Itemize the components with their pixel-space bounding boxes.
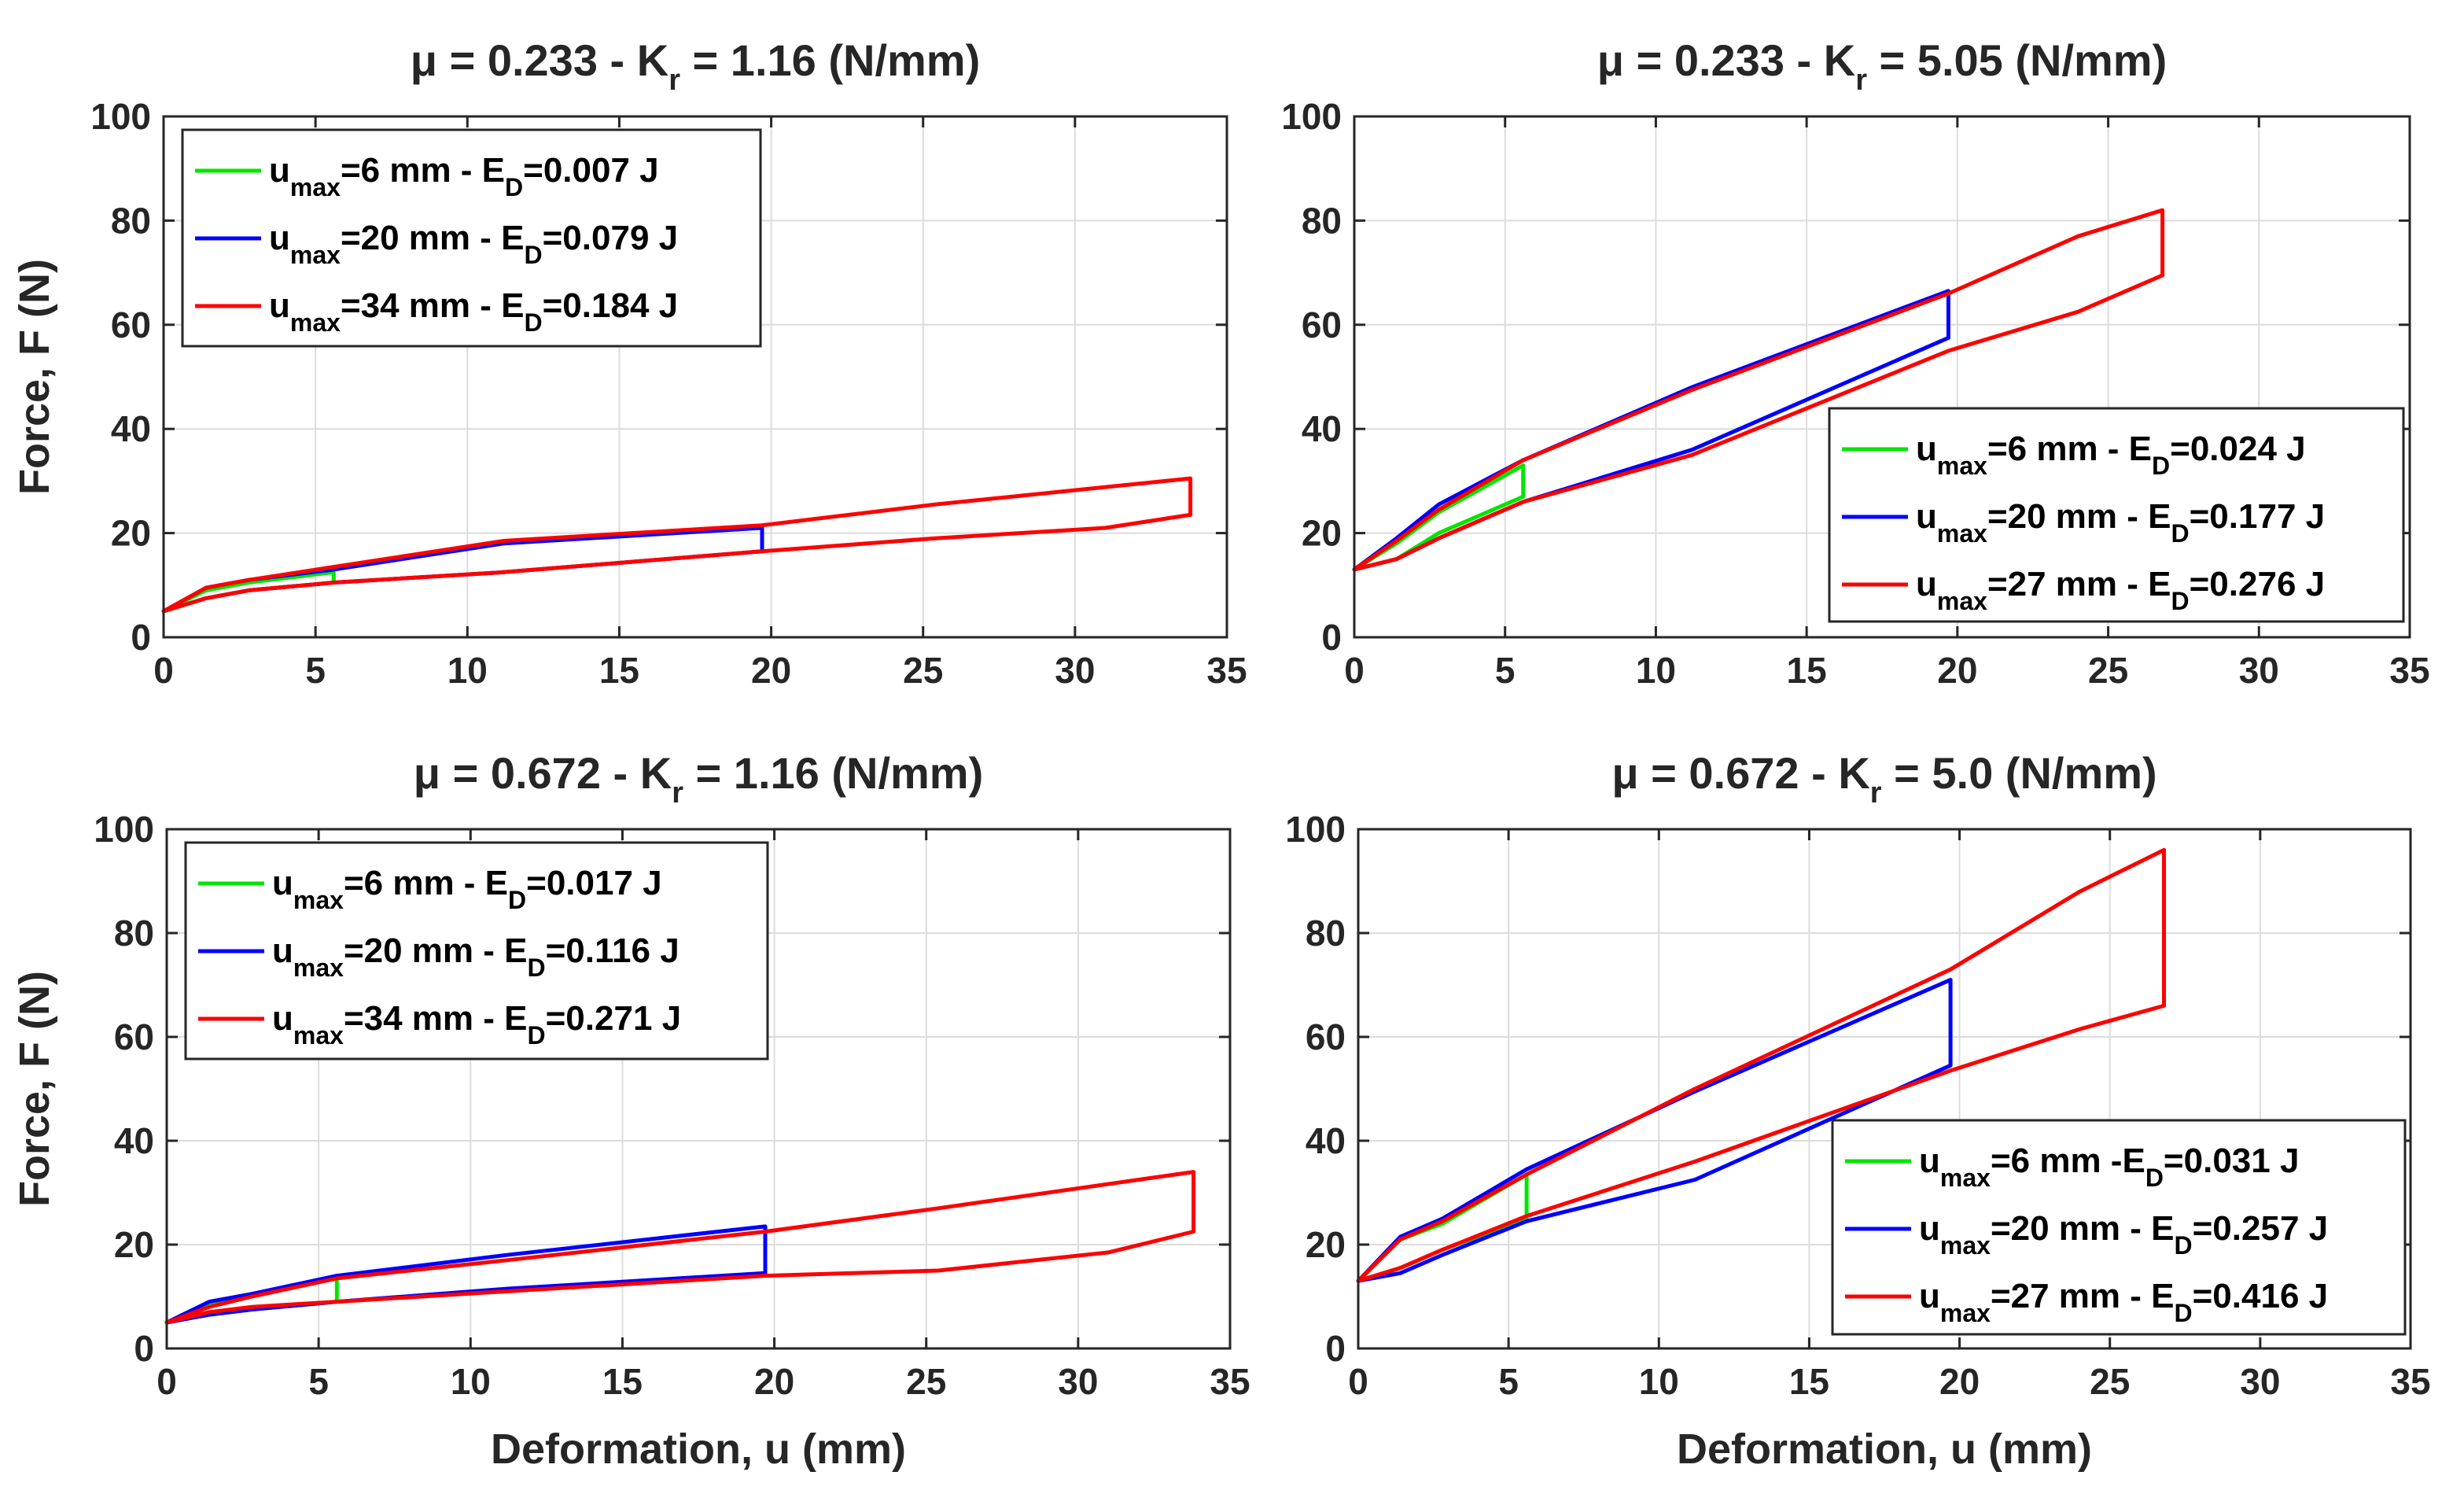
x-tick-label: 10 [447,650,488,691]
y-tick-label: 0 [1325,1328,1346,1369]
series-line [1356,847,2166,1283]
x-tick-label: 35 [2390,1361,2430,1402]
y-tick-label: 20 [1306,1224,1346,1265]
legend-box [184,841,769,1061]
chart-title: μ = 0.233 - Kr = 5.05 (N/mm) [1597,35,2168,97]
y-tick-label: 0 [1321,617,1342,658]
axes-frame [1357,828,2412,1350]
x-tick-label: 20 [1939,1361,1980,1402]
series-line [164,1224,768,1325]
y-tick-label: 100 [1281,96,1342,137]
legend-label: umax=20 mm - ED=0.079 J [269,219,678,269]
x-tick-label: 20 [754,1361,794,1402]
x-tick-label: 10 [451,1361,491,1402]
y-tick-label: 40 [1302,408,1342,449]
y-tick-label: 80 [111,200,151,241]
x-tick-label: 20 [1937,650,1977,691]
legend-label: umax=6 mm - ED=0.024 J [1916,430,2306,480]
y-tick-label: 40 [1306,1120,1346,1161]
series-line [1352,208,2165,572]
x-tick-label: 5 [1495,650,1516,691]
series-line [1356,977,1953,1283]
y-tick-label: 80 [114,913,154,954]
subplot-2: 0 5 10 15 20 25 30 35 0 20 40 60 80 100 μ = 0.233 - Kr… [1281,35,2429,691]
x-tick-label: 0 [157,1361,177,1402]
chart-title: μ = 0.233 - Kr = 1.16 (N/mm) [411,35,981,97]
axes-frame [162,115,1228,639]
y-tick-label: 100 [90,96,151,137]
legend: umax=6 mm -ED=0.031 J umax=20 mm - ED=0.2… [1831,1119,2407,1336]
legend-label: umax=20 mm - ED=0.177 J [1916,497,2325,548]
y-tick-label: 60 [1302,304,1342,345]
x-tick-label: 5 [308,1361,329,1402]
x-tick-label: 20 [751,650,791,691]
y-tick-label: 40 [111,408,151,449]
y-tick-label: 100 [94,809,154,850]
x-tick-label: 15 [1787,650,1827,691]
x-tick-label: 30 [2240,1361,2280,1402]
y-tick-label: 60 [114,1016,154,1057]
series-line [161,476,1193,614]
y-axis-label: Force, F (N) [11,971,58,1207]
legend-label: umax=27 mm - ED=0.416 J [1919,1277,2328,1327]
subplot-1: 0 5 10 15 20 25 30 35 0 20 40 60 80 100 μ = 0.233 - Kr… [11,35,1247,691]
y-tick-label: 80 [1306,913,1346,954]
y-tick-label: 0 [134,1328,154,1369]
axes-frame [1353,115,2411,639]
legend-box [1828,407,2405,623]
y-tick-label: 80 [1302,200,1342,241]
axes-frame [165,828,1232,1350]
subplot-3: 0 5 10 15 20 25 30 35 0 20 40 60 80 100 μ = 0.672 - Kr… [11,748,1250,1473]
legend-label: umax=20 mm - ED=0.116 J [272,931,680,982]
x-tick-label: 0 [153,650,174,691]
legend-label: umax=34 mm - ED=0.184 J [269,286,678,337]
series-line [164,1170,1196,1325]
y-tick-label: 20 [114,1224,154,1265]
x-tick-label: 35 [1210,1361,1250,1402]
legend: umax=6 mm - ED=0.024 J umax=20 mm - ED=0.… [1828,407,2405,623]
x-tick-label: 35 [1206,650,1247,691]
y-axis-label: Force, F (N) [11,259,58,495]
x-tick-label: 10 [1636,650,1676,691]
x-tick-label: 35 [2389,650,2429,691]
x-tick-label: 25 [906,1361,946,1402]
y-tick-label: 60 [111,304,151,345]
y-tick-label: 60 [1306,1016,1346,1057]
x-tick-label: 25 [2088,650,2128,691]
y-tick-label: 0 [131,617,151,658]
legend: umax=6 mm - ED=0.007 J umax=20 mm - ED=0.… [181,128,762,348]
x-axis-label: Deformation, u (mm) [491,1426,906,1473]
x-tick-label: 10 [1639,1361,1679,1402]
y-tick-label: 20 [111,513,151,554]
legend-label: umax=6 mm -ED=0.031 J [1919,1142,2299,1192]
x-tick-label: 5 [305,650,326,691]
legend-label: umax=20 mm - ED=0.257 J [1919,1209,2328,1260]
x-tick-label: 0 [1348,1361,1368,1402]
legend-label: umax=34 mm - ED=0.271 J [272,999,681,1049]
x-tick-label: 30 [2239,650,2279,691]
subplot-4: 0 5 10 15 20 25 30 35 0 20 40 60 80 100 μ = 0.672 - Kr… [1285,748,2430,1473]
x-tick-label: 25 [903,650,943,691]
chart-title: μ = 0.672 - Kr = 5.0 (N/mm) [1611,748,2156,810]
chart-title: μ = 0.672 - Kr = 1.16 (N/mm) [414,748,984,810]
legend-label: umax=27 mm - ED=0.276 J [1916,565,2325,615]
x-axis-label: Deformation, u (mm) [1677,1426,2092,1473]
legend-box [181,128,762,348]
y-tick-label: 40 [114,1120,154,1161]
x-tick-label: 15 [602,1361,643,1402]
x-tick-label: 30 [1058,1361,1098,1402]
x-tick-label: 25 [2090,1361,2130,1402]
y-tick-label: 100 [1285,809,1346,850]
x-tick-label: 0 [1344,650,1365,691]
legend-box [1831,1119,2407,1336]
x-tick-label: 30 [1055,650,1095,691]
legend: umax=6 mm - ED=0.017 J umax=20 mm - ED=0.… [184,841,769,1061]
y-tick-label: 20 [1302,513,1342,554]
legend-label: umax=6 mm - ED=0.017 J [272,864,662,914]
legend-label: umax=6 mm - ED=0.007 J [269,151,659,201]
x-tick-label: 15 [599,650,639,691]
x-tick-label: 5 [1498,1361,1519,1402]
x-tick-label: 15 [1789,1361,1829,1402]
